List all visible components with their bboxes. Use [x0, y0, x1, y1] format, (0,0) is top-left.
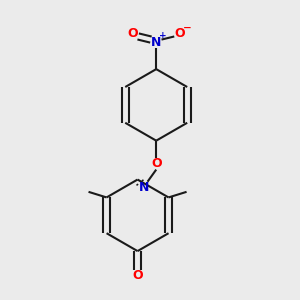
- Text: O: O: [132, 269, 143, 283]
- Text: O: O: [151, 158, 161, 170]
- Text: −: −: [183, 23, 192, 33]
- Text: +: +: [159, 31, 167, 40]
- Text: N: N: [151, 36, 161, 49]
- Text: N: N: [139, 181, 149, 194]
- Text: O: O: [174, 27, 185, 40]
- Text: O: O: [128, 27, 138, 40]
